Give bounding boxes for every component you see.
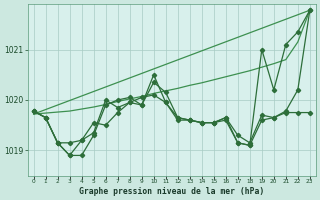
X-axis label: Graphe pression niveau de la mer (hPa): Graphe pression niveau de la mer (hPa) [79, 187, 264, 196]
